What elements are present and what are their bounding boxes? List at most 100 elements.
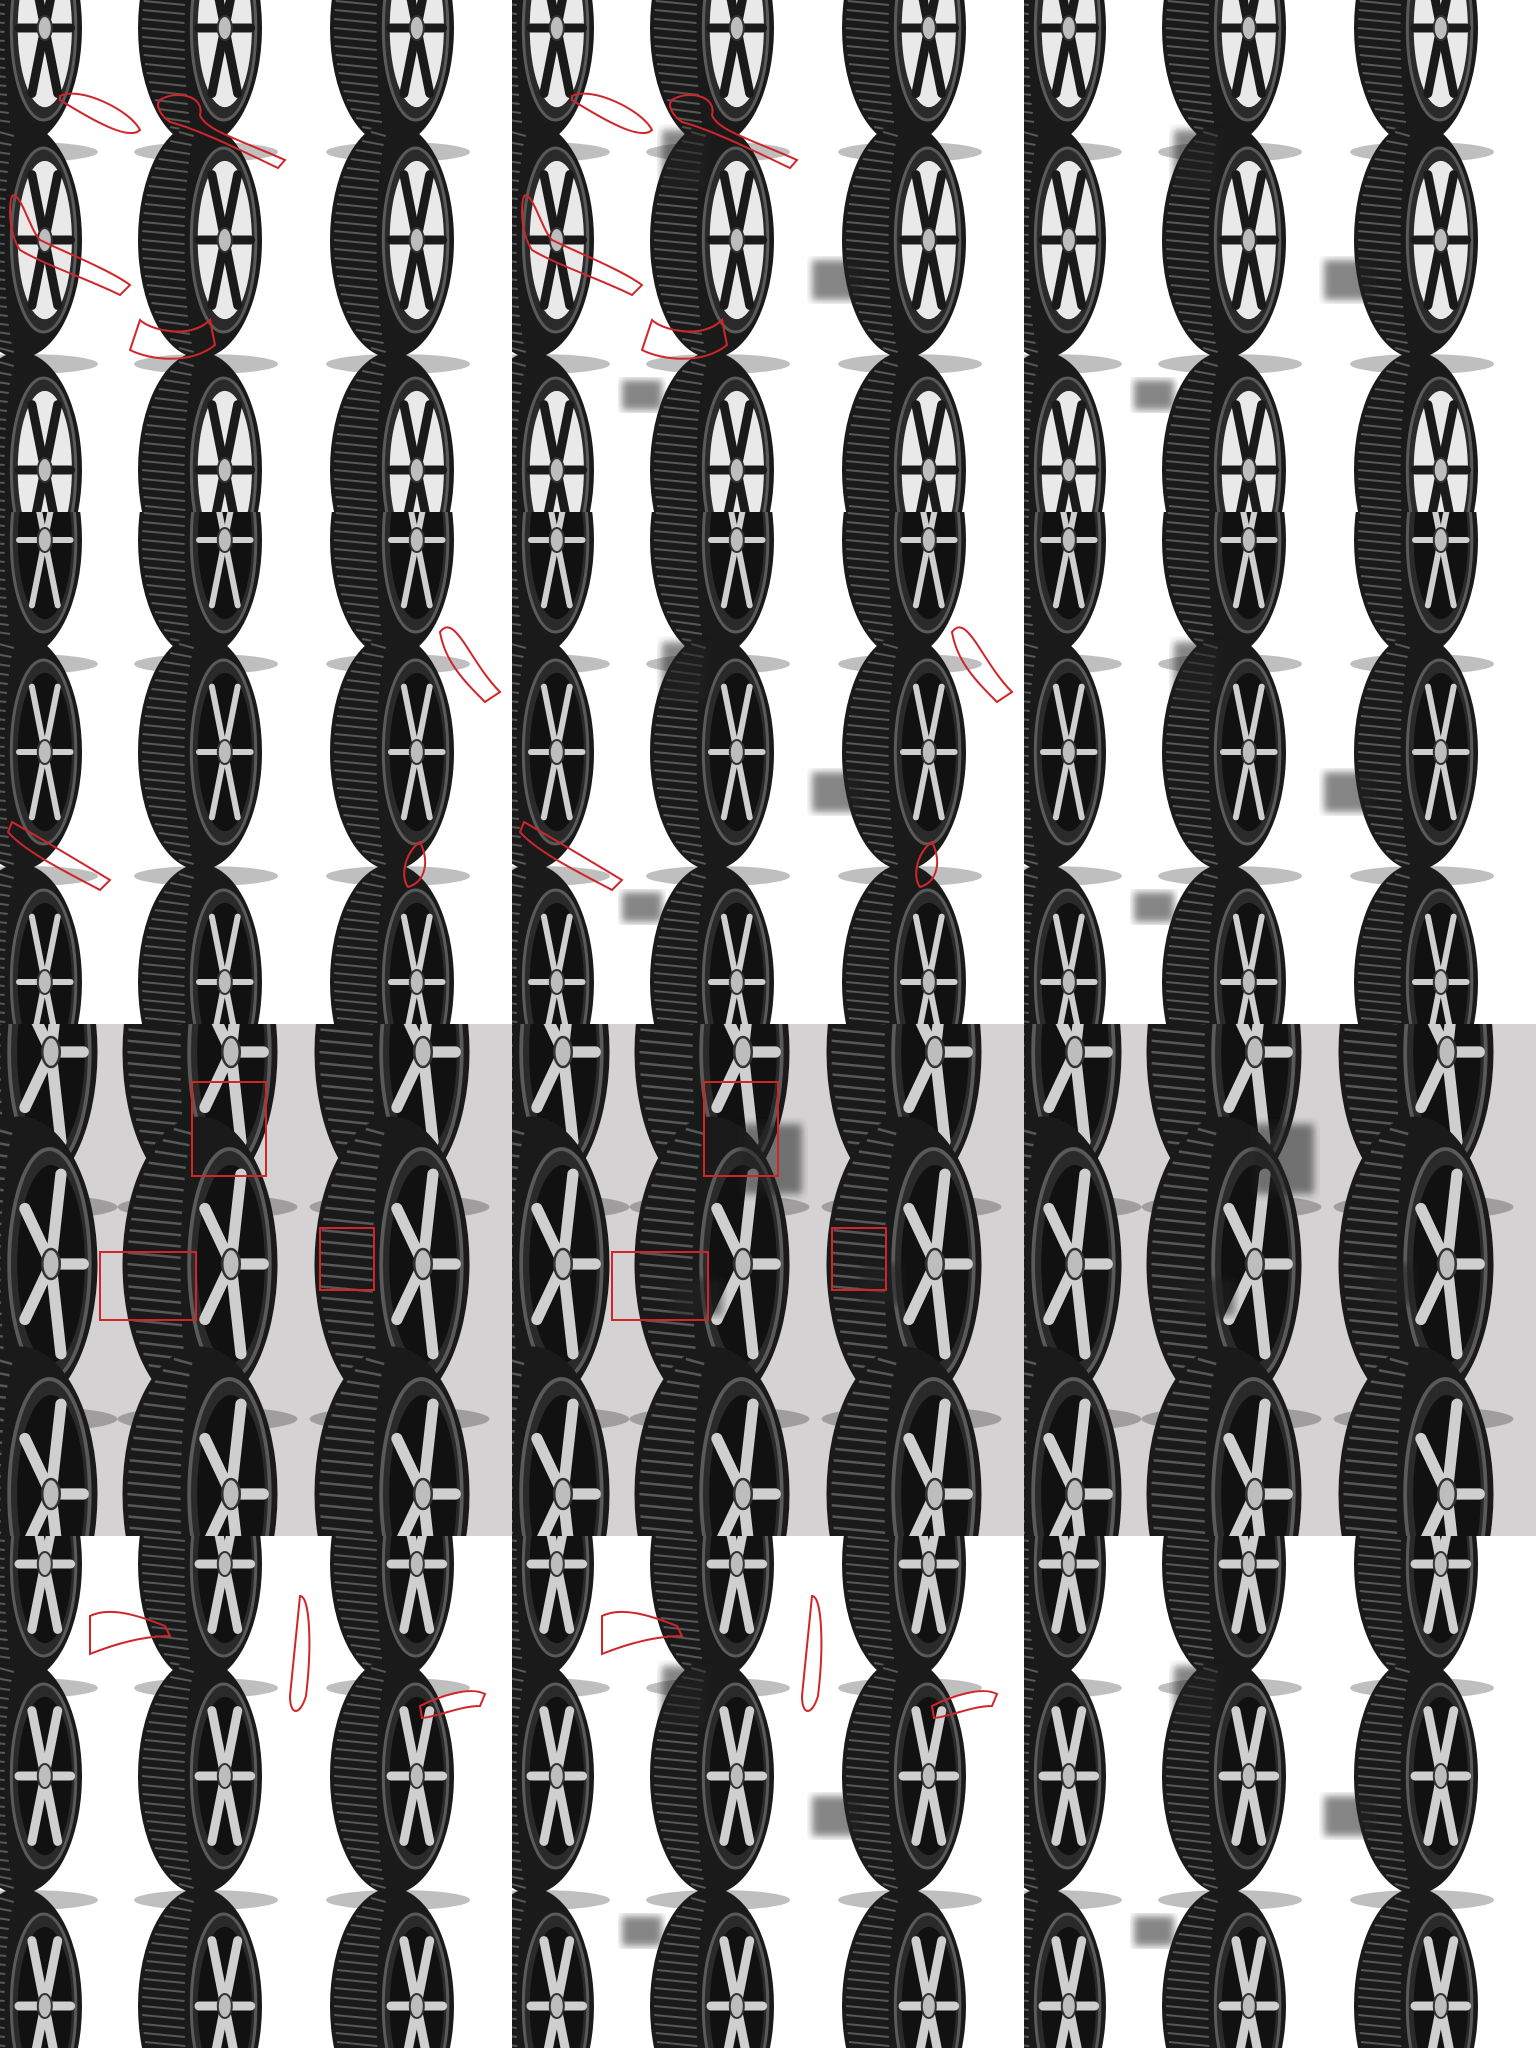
tread-pattern [653,873,707,1023]
tire-photo [0,1536,512,2048]
tread-pattern [1357,131,1411,353]
tread-pattern [141,643,195,865]
mask-outline [59,92,142,135]
tread-pattern [1357,361,1411,511]
tread-pattern [1024,131,1039,353]
tread-pattern [127,1127,193,1406]
tire-image [1338,1346,1494,1536]
tire-photo [1024,1024,1536,1536]
tire-image [1024,512,1122,674]
tire-photo [0,512,512,1024]
row-3-masked-input-cell [0,1024,512,1536]
tire-photo [1024,1536,1536,2048]
mask-outline [128,317,217,360]
mask-outline [157,94,287,170]
tire-image [0,1116,118,1432]
mask-outline [288,1594,311,1712]
mask-outline [640,317,729,360]
tread-pattern [653,361,707,511]
tire-image [138,1888,262,2048]
tire-image [134,634,278,886]
mask-outline [418,1690,487,1720]
tread-pattern [512,131,527,353]
tire-image [122,1346,278,1536]
mask-outline [601,1610,684,1656]
tire-image [842,864,966,1024]
tire-image [1024,1888,1106,2048]
row-2-masked-result-cell [512,512,1024,1024]
row-2-masked-input-cell [0,512,512,1024]
tire-photo [512,0,1024,512]
tread-pattern [141,1897,195,2047]
row-3-masked-result-cell [512,1024,1024,1536]
tread-pattern [1165,873,1219,1023]
tread-pattern [1165,0,1219,141]
tire-image [512,864,594,1024]
tire-image [1024,0,1122,162]
inpaint-artifacts [1134,130,1374,410]
inpaint-artifacts [1184,1124,1414,1315]
tire-image [512,512,610,674]
tire-image [646,634,790,886]
tire-photo [1024,512,1536,1024]
tire-image [330,864,454,1024]
mask-overlay [518,626,1014,892]
mask-overlay [9,92,287,360]
tread-pattern [845,873,899,1023]
tire-image [634,1346,790,1536]
tire-photo [0,1024,512,1536]
mask-outline [518,820,624,892]
tire-image [512,0,610,162]
tread-pattern [512,361,527,511]
tire-image [650,352,774,512]
tread-pattern [639,1357,705,1534]
tread-pattern [141,512,195,653]
mask-overlay [89,1594,487,1720]
tread-pattern [845,361,899,511]
tread-pattern [0,131,15,353]
inpaint-artifacts [622,130,862,410]
tire-image [0,1658,98,1910]
tread-pattern [1024,873,1039,1023]
tread-pattern [1024,361,1039,511]
tire-image [842,352,966,512]
tire-image [512,1346,610,1536]
tread-pattern [333,1536,387,1677]
tire-image [1354,864,1478,1024]
tread-pattern [141,1667,195,1889]
tread-pattern [141,361,195,511]
tread-pattern [0,1667,15,1889]
inpaint-artifacts [1134,1666,1374,1946]
row-4-inpainted-output-cell [1024,1536,1536,2048]
mask-outline [6,820,112,892]
tread-pattern [0,1359,13,1534]
tread-pattern [1165,1897,1219,2047]
tire-photo [512,512,1024,1024]
tire-image [134,1658,278,1910]
tire-image [1162,352,1286,512]
tire-image [1354,352,1478,512]
tire-image [330,352,454,512]
mask-outline [89,1610,172,1656]
tire-image [1024,1346,1122,1536]
tire-image [1024,122,1122,374]
tread-pattern [512,643,527,865]
tire-image [0,122,98,374]
mask-overlay [521,92,799,360]
tire-image [326,122,470,374]
tire-image [1024,864,1106,1024]
tread-pattern [831,1357,897,1534]
tread-pattern [653,1667,707,1889]
mask-outline [521,194,644,297]
tire-image [138,352,262,512]
tire-image [838,0,982,162]
tire-image [512,634,610,886]
tire-image [0,864,82,1024]
tire-image [0,352,82,512]
mask-boxes [99,1081,375,1321]
tread-pattern [319,1127,385,1406]
mask-outline [9,194,132,297]
tread-pattern [1151,1357,1217,1534]
tread-pattern [333,873,387,1023]
